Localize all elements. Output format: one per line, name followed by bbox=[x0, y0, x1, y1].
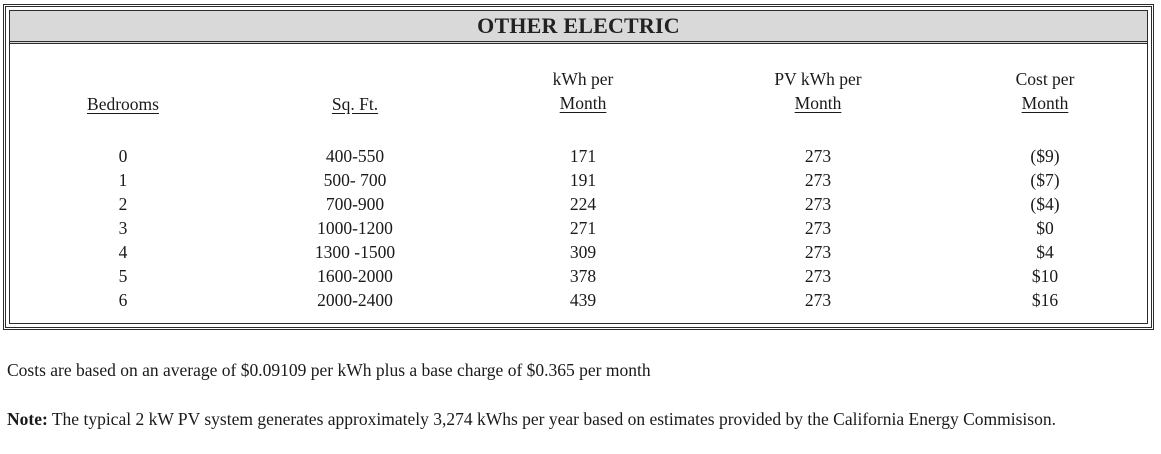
cell-kwh: 271 bbox=[569, 218, 597, 238]
header-pv-top: PV kWh per bbox=[774, 69, 862, 89]
cell-cost: ($4) bbox=[1030, 194, 1060, 214]
header-kwh-top: kWh per bbox=[552, 69, 614, 89]
cell-bedrooms: 4 bbox=[118, 242, 128, 262]
table-row: 1 500- 700 191 273 ($7) bbox=[6, 168, 1151, 192]
header-cost: Cost per Month bbox=[1016, 67, 1075, 115]
cost-basis-note: Costs are based on an average of $0.0910… bbox=[7, 360, 651, 380]
cell-pv: 273 bbox=[804, 242, 832, 262]
cell-sqft: 1300 -1500 bbox=[314, 242, 396, 262]
section-title: OTHER ELECTRIC bbox=[477, 13, 680, 38]
header-cost-bottom: Month bbox=[1021, 93, 1069, 113]
cell-sqft: 500- 700 bbox=[323, 170, 387, 190]
header-bedrooms: Bedrooms bbox=[87, 67, 159, 116]
cell-cost: $0 bbox=[1036, 218, 1054, 238]
cell-pv: 273 bbox=[804, 218, 832, 238]
cell-kwh: 224 bbox=[569, 194, 597, 214]
cell-bedrooms: 2 bbox=[118, 194, 128, 214]
note-label: Note: bbox=[7, 409, 48, 429]
section-title-bar: OTHER ELECTRIC bbox=[10, 11, 1147, 44]
table-row: 6 2000-2400 439 273 $16 bbox=[6, 288, 1151, 312]
cell-sqft: 1600-2000 bbox=[317, 266, 393, 286]
cell-sqft: 400-550 bbox=[325, 146, 385, 166]
cell-cost: $4 bbox=[1036, 242, 1054, 262]
cell-bedrooms: 1 bbox=[118, 170, 128, 190]
other-electric-panel: OTHER ELECTRIC Bedrooms Sq. Ft. kWh per … bbox=[3, 4, 1154, 330]
cell-pv: 273 bbox=[804, 146, 832, 166]
cell-pv: 273 bbox=[804, 266, 832, 286]
cell-cost: ($7) bbox=[1030, 170, 1060, 190]
table-row: 2 700-900 224 273 ($4) bbox=[6, 192, 1151, 216]
note-body: The typical 2 kW PV system generates app… bbox=[47, 409, 1056, 429]
table-body: 0 400-550 171 273 ($9) 1 500- 700 191 27… bbox=[6, 144, 1151, 312]
pv-system-note: Note: The typical 2 kW PV system generat… bbox=[7, 407, 1147, 431]
cell-kwh: 378 bbox=[569, 266, 597, 286]
cell-sqft: 700-900 bbox=[325, 194, 385, 214]
electric-usage-table: Bedrooms Sq. Ft. kWh per Month PV kWh pe… bbox=[6, 67, 1151, 310]
header-pv-bottom: Month bbox=[794, 93, 842, 113]
cell-pv: 273 bbox=[804, 194, 832, 214]
cell-bedrooms: 5 bbox=[118, 266, 128, 286]
cell-bedrooms: 0 bbox=[118, 146, 128, 166]
cell-bedrooms: 3 bbox=[118, 218, 128, 238]
cell-bedrooms: 6 bbox=[118, 290, 128, 310]
table-header-row: Bedrooms Sq. Ft. kWh per Month PV kWh pe… bbox=[6, 67, 1151, 117]
cell-kwh: 171 bbox=[569, 146, 597, 166]
cell-kwh: 191 bbox=[569, 170, 597, 190]
cell-kwh: 309 bbox=[569, 242, 597, 262]
table-row: 4 1300 -1500 309 273 $4 bbox=[6, 240, 1151, 264]
cell-cost: ($9) bbox=[1030, 146, 1060, 166]
cell-sqft: 1000-1200 bbox=[317, 218, 393, 238]
header-kwh-bottom: Month bbox=[559, 93, 607, 113]
cell-pv: 273 bbox=[804, 170, 832, 190]
cell-sqft: 2000-2400 bbox=[317, 290, 393, 310]
cell-cost: $16 bbox=[1031, 290, 1059, 310]
header-pv-kwh: PV kWh per Month bbox=[774, 67, 861, 115]
header-sqft-label: Sq. Ft. bbox=[331, 94, 379, 114]
cell-cost: $10 bbox=[1031, 266, 1059, 286]
table-row: 5 1600-2000 378 273 $10 bbox=[6, 264, 1151, 288]
table-row: 0 400-550 171 273 ($9) bbox=[6, 144, 1151, 168]
cell-kwh: 439 bbox=[569, 290, 597, 310]
table-row: 3 1000-1200 271 273 $0 bbox=[6, 216, 1151, 240]
cell-pv: 273 bbox=[804, 290, 832, 310]
header-cost-top: Cost per bbox=[1015, 69, 1075, 89]
header-kwh: kWh per Month bbox=[553, 67, 614, 115]
header-sqft: Sq. Ft. bbox=[332, 67, 378, 116]
header-bedrooms-label: Bedrooms bbox=[87, 94, 159, 114]
